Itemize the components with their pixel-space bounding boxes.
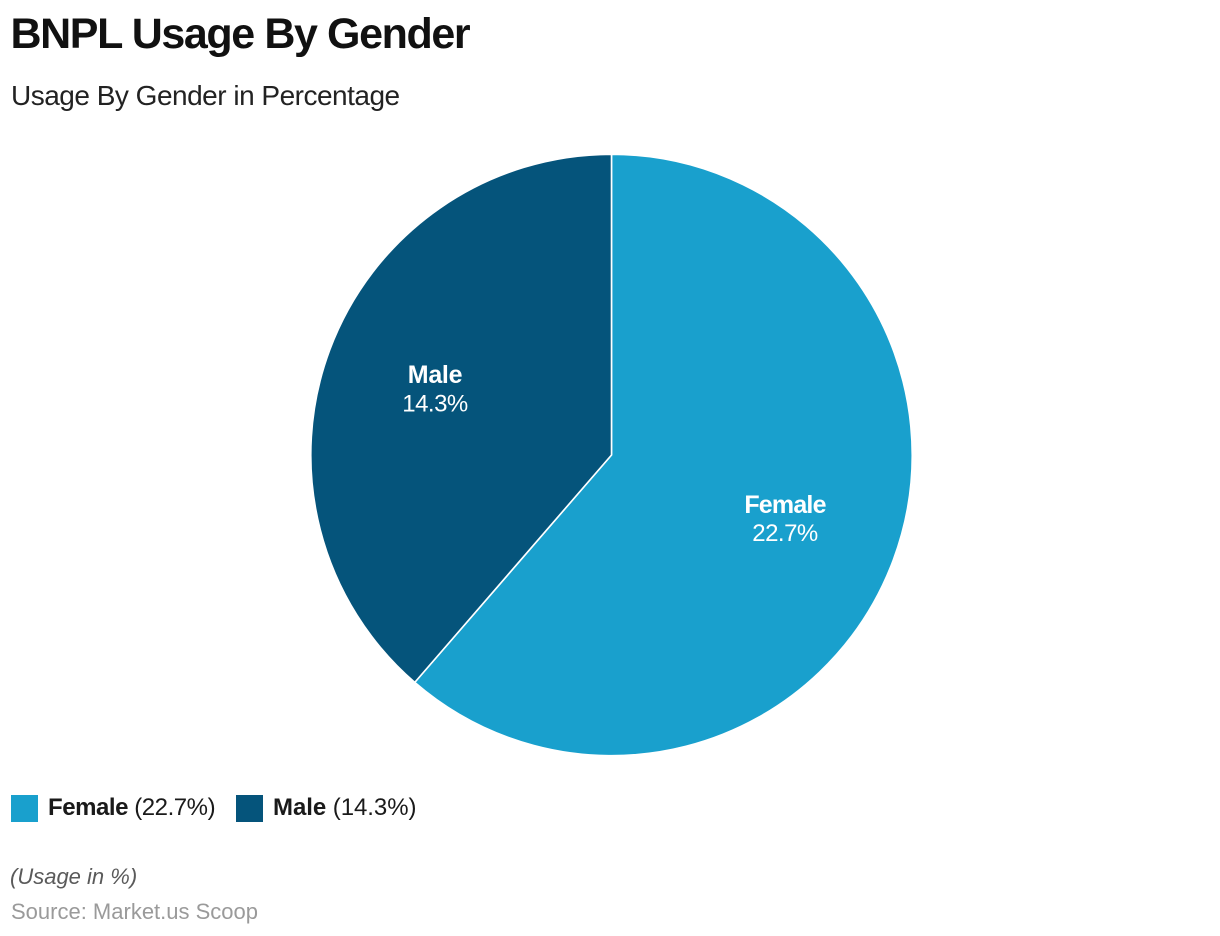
svg-text:Male: Male [408,361,463,389]
svg-text:Female: Female [744,491,826,519]
svg-text:22.7%: 22.7% [752,520,818,547]
svg-text:14.3%: 14.3% [402,391,468,418]
